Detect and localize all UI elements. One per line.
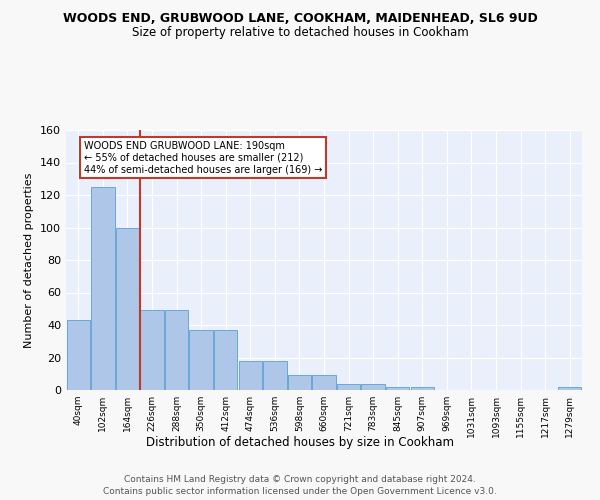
- Bar: [165, 310, 188, 390]
- Text: WOODS END, GRUBWOOD LANE, COOKHAM, MAIDENHEAD, SL6 9UD: WOODS END, GRUBWOOD LANE, COOKHAM, MAIDE…: [62, 12, 538, 26]
- Bar: [239, 361, 262, 390]
- Text: Contains public sector information licensed under the Open Government Licence v3: Contains public sector information licen…: [103, 486, 497, 496]
- Bar: [67, 320, 90, 390]
- Bar: [214, 330, 238, 390]
- Bar: [558, 387, 581, 390]
- Bar: [91, 187, 115, 390]
- Bar: [313, 376, 335, 390]
- Bar: [361, 384, 385, 390]
- Bar: [190, 330, 213, 390]
- Bar: [410, 387, 434, 390]
- Y-axis label: Number of detached properties: Number of detached properties: [25, 172, 34, 348]
- Bar: [263, 361, 287, 390]
- Bar: [116, 228, 139, 390]
- Bar: [288, 376, 311, 390]
- Text: Contains HM Land Registry data © Crown copyright and database right 2024.: Contains HM Land Registry data © Crown c…: [124, 476, 476, 484]
- Text: WOODS END GRUBWOOD LANE: 190sqm
← 55% of detached houses are smaller (212)
44% o: WOODS END GRUBWOOD LANE: 190sqm ← 55% of…: [83, 142, 322, 174]
- Bar: [337, 384, 360, 390]
- Bar: [140, 310, 164, 390]
- Text: Size of property relative to detached houses in Cookham: Size of property relative to detached ho…: [131, 26, 469, 39]
- Bar: [386, 387, 409, 390]
- Text: Distribution of detached houses by size in Cookham: Distribution of detached houses by size …: [146, 436, 454, 449]
